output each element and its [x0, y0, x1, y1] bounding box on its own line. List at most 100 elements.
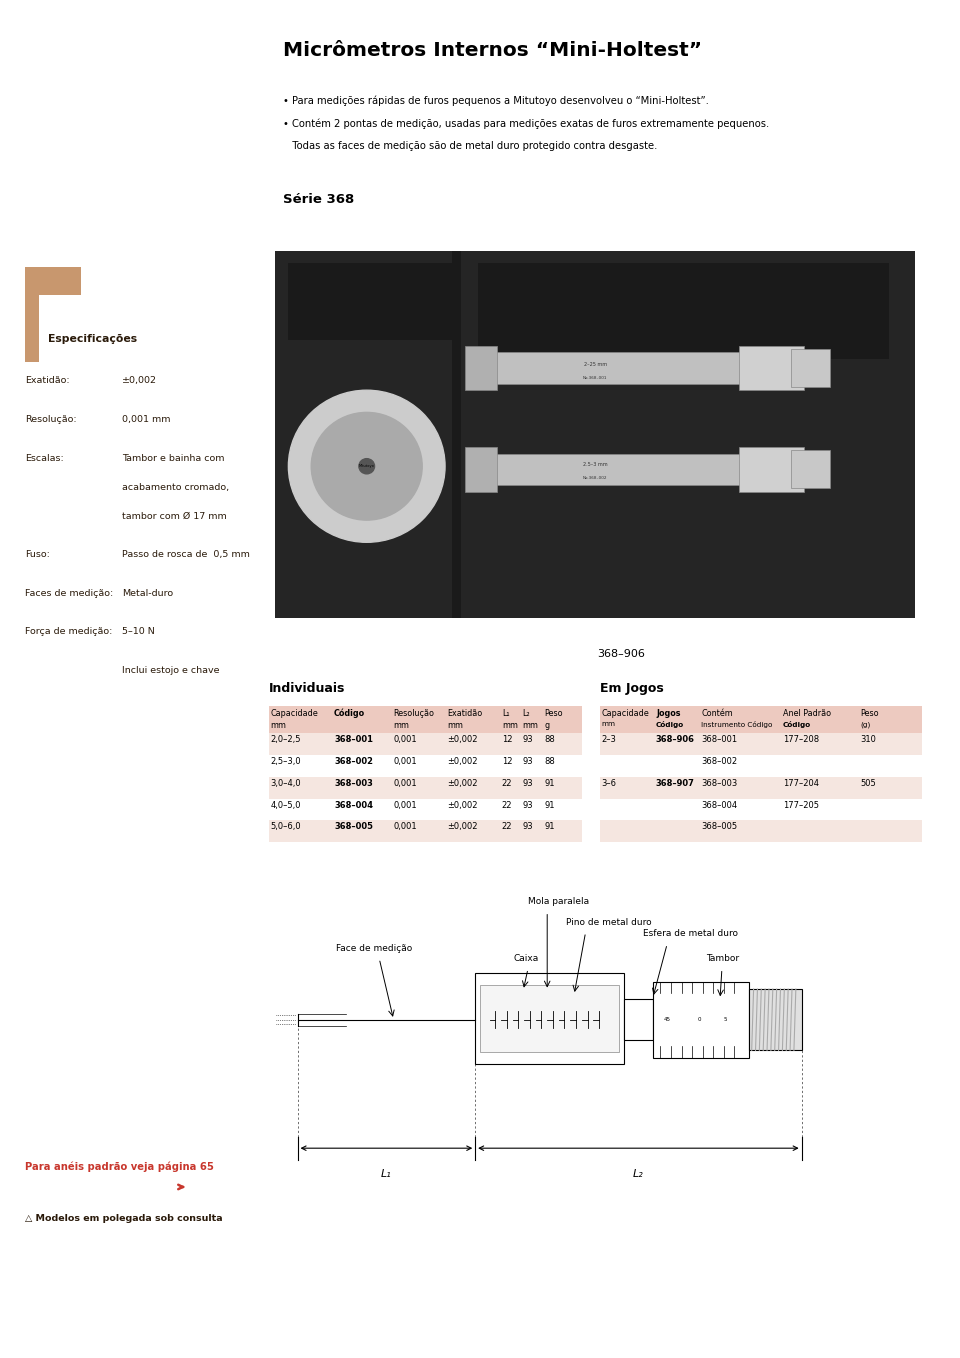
Text: No.368–001: No.368–001: [583, 376, 608, 379]
Text: 22: 22: [502, 800, 513, 809]
Bar: [600, 706, 922, 733]
Text: 0: 0: [697, 1017, 701, 1023]
Bar: [465, 447, 497, 492]
Text: 368–001: 368–001: [701, 735, 737, 744]
Bar: [791, 451, 830, 489]
Text: 59: 59: [550, 1313, 580, 1332]
Bar: [25, 268, 82, 296]
Bar: [739, 346, 804, 390]
Text: g: g: [544, 721, 549, 731]
Bar: [600, 733, 922, 755]
Text: △ Modelos em polegada sob consulta: △ Modelos em polegada sob consulta: [25, 1214, 223, 1224]
Text: L₁: L₁: [502, 709, 510, 718]
Text: 2–3: 2–3: [602, 735, 616, 744]
Text: Jogos: Jogos: [656, 709, 681, 718]
Text: ±0,002: ±0,002: [447, 735, 478, 744]
Text: Código: Código: [334, 709, 365, 718]
Bar: [451, 251, 462, 618]
Text: 93: 93: [522, 756, 534, 766]
Text: 91: 91: [544, 822, 555, 831]
Text: Mitutoyo: Mitutoyo: [696, 1306, 864, 1339]
Text: 505: 505: [860, 778, 876, 788]
Text: 5: 5: [723, 1017, 727, 1023]
Text: 93: 93: [522, 735, 534, 744]
Text: 0,001: 0,001: [393, 735, 417, 744]
Text: Capacidade: Capacidade: [271, 709, 319, 718]
Text: Caixa: Caixa: [514, 955, 539, 963]
Text: 22: 22: [502, 822, 513, 831]
Text: 2,5–3,0: 2,5–3,0: [271, 756, 301, 766]
Text: Exatidão:: Exatidão:: [25, 376, 70, 386]
Text: Força de medição:: Força de medição:: [25, 627, 113, 637]
Text: Tambor e bainha com: Tambor e bainha com: [122, 454, 225, 463]
Bar: [484, 454, 758, 485]
Text: 93: 93: [522, 800, 534, 809]
Text: Micrômetros Internos “Mini-Holtest”: Micrômetros Internos “Mini-Holtest”: [282, 41, 702, 60]
Text: Passo de rosca de  0,5 mm: Passo de rosca de 0,5 mm: [122, 550, 250, 559]
Text: 368–003: 368–003: [701, 778, 737, 788]
Text: No.368–002: No.368–002: [583, 475, 608, 479]
Text: Metal-duro: Metal-duro: [122, 589, 173, 598]
Text: Série 368: Série 368: [282, 193, 354, 206]
Text: Faces de medição:: Faces de medição:: [25, 589, 113, 598]
Bar: [624, 999, 653, 1040]
Text: 368–005: 368–005: [334, 822, 373, 831]
Bar: [791, 349, 830, 387]
Text: Mola paralela: Mola paralela: [528, 898, 589, 906]
Text: 177–208: 177–208: [782, 735, 819, 744]
Text: ±0,002: ±0,002: [447, 800, 478, 809]
Text: 368–004: 368–004: [701, 800, 737, 809]
Text: 177–205: 177–205: [782, 800, 819, 809]
Bar: [25, 285, 39, 363]
Bar: [269, 706, 582, 733]
Text: Face de medição: Face de medição: [336, 944, 412, 953]
Text: Contém: Contém: [701, 709, 733, 718]
Text: 368–002: 368–002: [701, 756, 737, 766]
Text: 0,001: 0,001: [393, 778, 417, 788]
Text: Especificações: Especificações: [48, 334, 137, 344]
Text: 45: 45: [663, 1017, 671, 1023]
Text: Inclui estojo e chave: Inclui estojo e chave: [122, 665, 220, 675]
Text: 91: 91: [544, 800, 555, 809]
Text: tambor com Ø 17 mm: tambor com Ø 17 mm: [122, 512, 227, 520]
Text: Anel Padrão: Anel Padrão: [782, 709, 831, 718]
Bar: [269, 777, 582, 799]
Text: Individuais: Individuais: [269, 682, 346, 695]
Text: 368–906: 368–906: [597, 649, 645, 659]
Text: mm: mm: [502, 721, 517, 731]
Text: 368–907: 368–907: [656, 778, 695, 788]
Text: 88: 88: [544, 756, 555, 766]
Bar: [269, 820, 582, 842]
Text: 3,0–4,0: 3,0–4,0: [271, 778, 301, 788]
Text: 368–002: 368–002: [334, 756, 373, 766]
Text: Código: Código: [782, 721, 811, 728]
Text: 93: 93: [522, 778, 534, 788]
Text: Peso: Peso: [860, 709, 878, 718]
Text: 368–004: 368–004: [334, 800, 373, 809]
Bar: [480, 985, 619, 1052]
Text: ±0,002: ±0,002: [122, 376, 157, 386]
Text: ±0,002: ±0,002: [447, 756, 478, 766]
Bar: [739, 447, 804, 492]
Text: L₂: L₂: [522, 709, 530, 718]
Text: Em Jogos: Em Jogos: [600, 682, 663, 695]
Text: 88: 88: [544, 735, 555, 744]
Text: 368–001: 368–001: [334, 735, 373, 744]
Text: Peso: Peso: [544, 709, 564, 718]
Bar: [600, 820, 922, 842]
Text: 0,001: 0,001: [393, 800, 417, 809]
Bar: [475, 972, 624, 1063]
Text: Esfera de metal duro: Esfera de metal duro: [643, 929, 738, 938]
Circle shape: [359, 459, 374, 474]
Text: 310: 310: [860, 735, 876, 744]
Bar: [600, 777, 922, 799]
Text: 368–005: 368–005: [701, 822, 737, 831]
Text: Escalas:: Escalas:: [25, 454, 64, 463]
Bar: [269, 799, 582, 820]
Bar: [288, 263, 451, 340]
Text: 368–003: 368–003: [334, 778, 372, 788]
Text: Tambor: Tambor: [706, 955, 739, 963]
Bar: [269, 733, 582, 755]
Text: 0,001: 0,001: [393, 756, 417, 766]
Text: mm: mm: [447, 721, 464, 731]
